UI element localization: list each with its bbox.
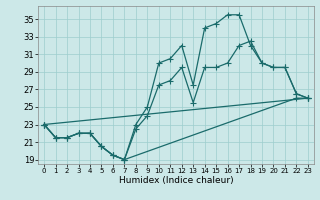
- X-axis label: Humidex (Indice chaleur): Humidex (Indice chaleur): [119, 176, 233, 185]
